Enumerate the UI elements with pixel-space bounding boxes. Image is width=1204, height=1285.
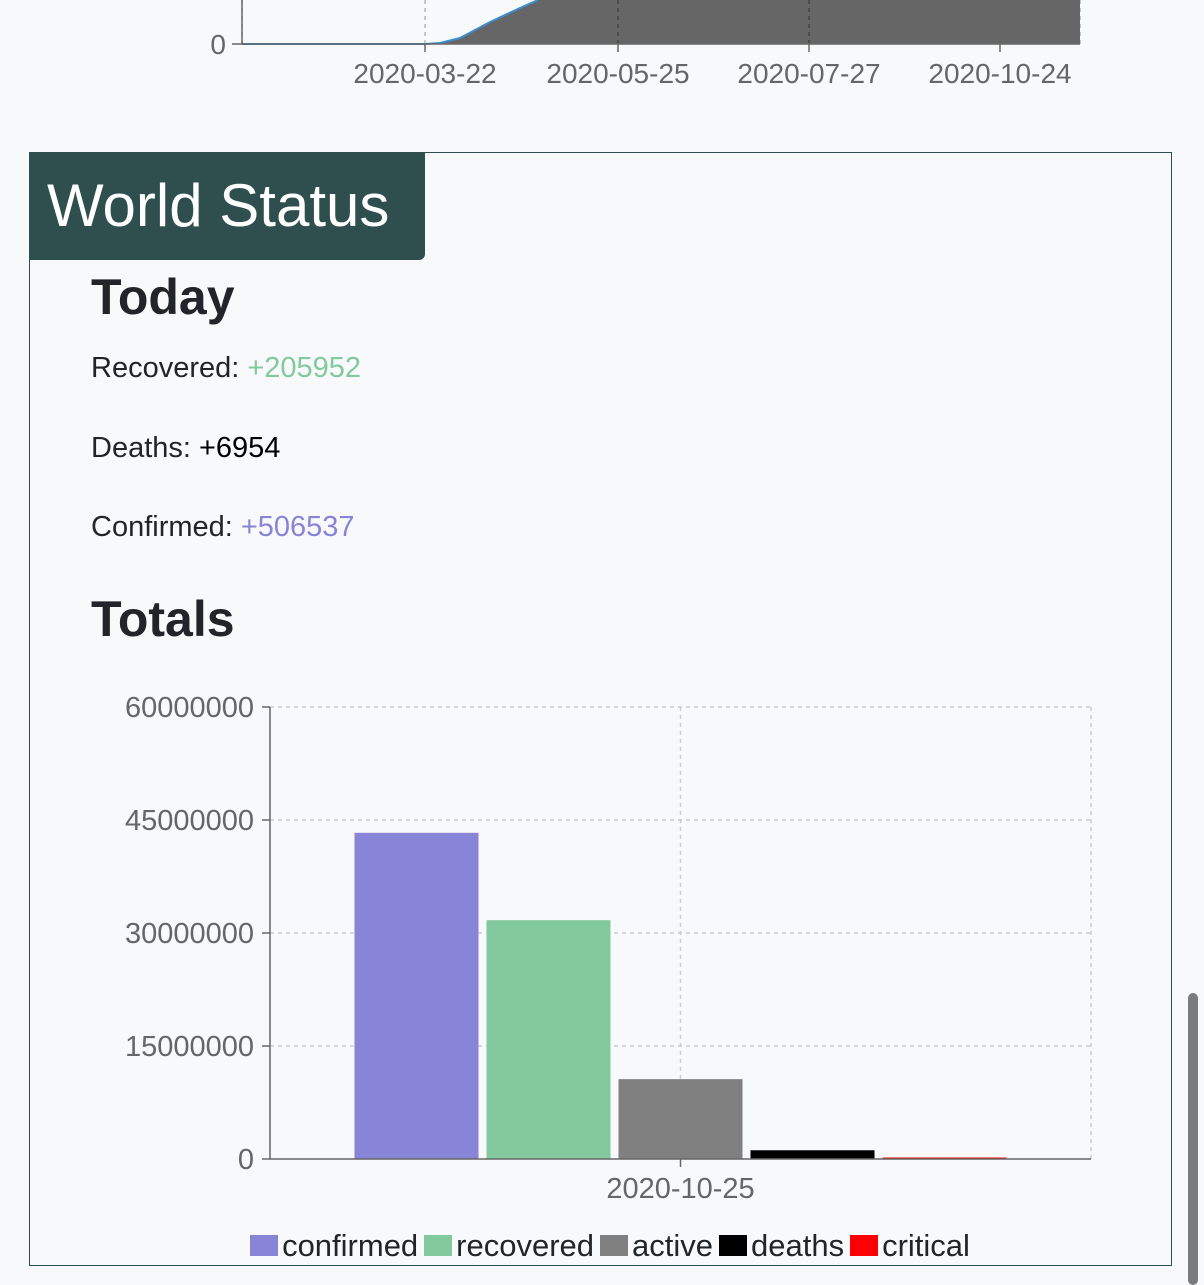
top-x-tick-label: 2020-10-24: [928, 58, 1071, 89]
bar-y-tick-label: 15000000: [125, 1031, 254, 1063]
bar-deaths: [750, 1150, 875, 1159]
deaths-stat: Deaths: +6954: [91, 432, 280, 465]
bar-confirmed: [354, 832, 479, 1159]
top-x-tick-label: 2020-03-22: [353, 58, 496, 89]
top-area-fill: [425, 0, 1080, 44]
legend-label-confirmed: confirmed: [282, 1227, 419, 1263]
top-x-tick-label: 2020-05-25: [546, 58, 689, 89]
legend-item-recovered[interactable]: recovered: [424, 1228, 594, 1264]
bar-recovered: [486, 920, 611, 1159]
confirmed-label: Confirmed:: [91, 511, 233, 543]
bar-active: [618, 1079, 743, 1159]
deaths-value: +6954: [198, 432, 281, 464]
confirmed-value: +506537: [240, 511, 355, 543]
bar-y-tick-label: 45000000: [125, 805, 254, 837]
top-x-tick-label: 2020-07-27: [737, 58, 880, 89]
world-status-card: [29, 152, 1172, 1266]
legend-item-confirmed[interactable]: confirmed: [250, 1228, 418, 1264]
legend-label-recovered: recovered: [456, 1227, 595, 1263]
deaths-label: Deaths:: [91, 432, 191, 464]
world-status-title: World Status: [29, 152, 425, 260]
today-heading: Today: [91, 269, 235, 325]
cumulative-area-chart: 0 2020-03-22 2020-05-25 2020-07-27 2020-10-2…: [210, 0, 1081, 89]
legend-swatch-recovered: [424, 1235, 453, 1257]
legend-swatch-active: [600, 1235, 629, 1257]
bar-y-tick-label: 30000000: [125, 918, 254, 950]
vertical-scrollbar[interactable]: [1188, 993, 1198, 1285]
legend-label-deaths: deaths: [751, 1227, 845, 1263]
totals-bar-chart: 0 15000000 30000000 45000000 60000000 2020-10…: [125, 692, 1092, 1205]
legend-swatch-critical: [850, 1235, 879, 1257]
recovered-value: +205952: [247, 352, 362, 384]
legend-label-critical: critical: [882, 1227, 970, 1263]
bar-y-tick-label: 0: [238, 1144, 254, 1176]
totals-heading: Totals: [91, 591, 235, 647]
legend-item-deaths[interactable]: deaths: [719, 1228, 844, 1264]
legend-item-critical[interactable]: critical: [850, 1228, 970, 1264]
top-y-tick-label: 0: [210, 29, 226, 60]
bar-y-tick-label: 60000000: [125, 692, 254, 724]
chart-legend: confirmed recovered active deaths critical: [0, 1226, 1204, 1264]
recovered-label: Recovered:: [91, 352, 240, 384]
recovered-stat: Recovered: +205952: [91, 352, 361, 385]
legend-swatch-deaths: [719, 1235, 748, 1257]
legend-label-active: active: [632, 1227, 714, 1263]
legend-item-active[interactable]: active: [600, 1228, 713, 1264]
legend-swatch-confirmed: [250, 1235, 279, 1257]
confirmed-stat: Confirmed: +506537: [91, 511, 355, 544]
bar-x-tick-label: 2020-10-25: [606, 1173, 754, 1205]
